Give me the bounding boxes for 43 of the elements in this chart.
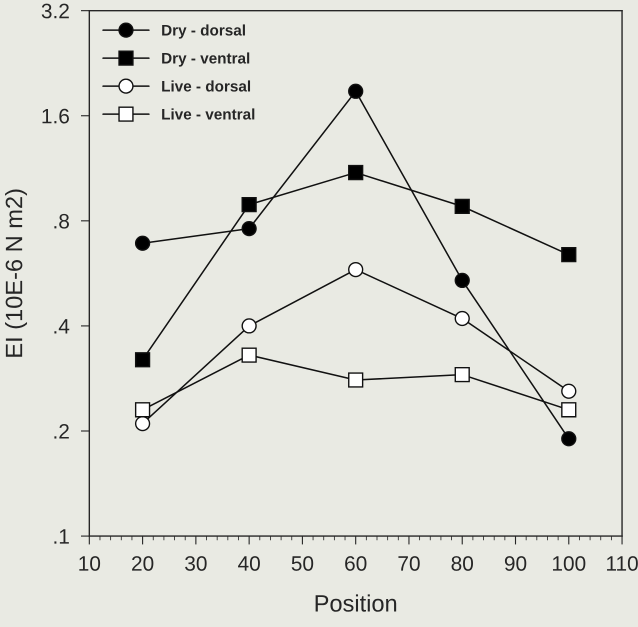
y-axis-title: EI (10E-6 N m2)	[5, 190, 28, 357]
point	[348, 262, 364, 278]
point	[561, 431, 576, 446]
y-tick-label: .1	[54, 529, 69, 544]
point	[242, 197, 257, 212]
point	[134, 236, 150, 251]
legend-label: Live - ventral	[162, 108, 254, 120]
point	[561, 384, 576, 399]
y-tick-label: 1.6	[42, 108, 69, 124]
y-tick-label: .2	[54, 424, 69, 439]
point	[134, 352, 150, 368]
y-tick-label: .4	[54, 319, 70, 334]
point	[348, 84, 364, 99]
x-tick-label: 10	[79, 556, 100, 571]
point	[454, 367, 470, 382]
point	[454, 272, 470, 288]
legend-label: Dry - ventral	[162, 52, 250, 67]
x-tick-label: 50	[292, 556, 314, 571]
x-tick-label: 100	[552, 556, 586, 571]
legend-label: Dry - dorsal	[162, 24, 245, 39]
x-tick-label: 40	[238, 556, 260, 571]
point	[242, 347, 257, 363]
point	[561, 247, 576, 262]
point	[561, 402, 576, 418]
x-tick-label: 110	[607, 556, 638, 571]
point	[348, 372, 364, 388]
x-tick-label: 20	[132, 556, 154, 571]
point	[134, 416, 150, 432]
x-tick-label: 30	[185, 556, 207, 571]
y-tick-label: 3.2	[42, 4, 69, 18]
x-tick-label: 70	[398, 556, 420, 571]
x-tick-label: 60	[345, 556, 366, 571]
point	[242, 318, 257, 334]
x-tick-label: 80	[452, 556, 474, 571]
point	[242, 220, 257, 236]
legend-label: Live - dorsal	[162, 80, 250, 92]
point	[454, 198, 470, 214]
point	[454, 310, 470, 326]
x-axis-title: Position	[316, 594, 396, 612]
point	[348, 164, 364, 180]
point	[134, 402, 150, 418]
y-tick-label: .8	[54, 214, 69, 229]
x-tick-label: 90	[504, 556, 526, 571]
